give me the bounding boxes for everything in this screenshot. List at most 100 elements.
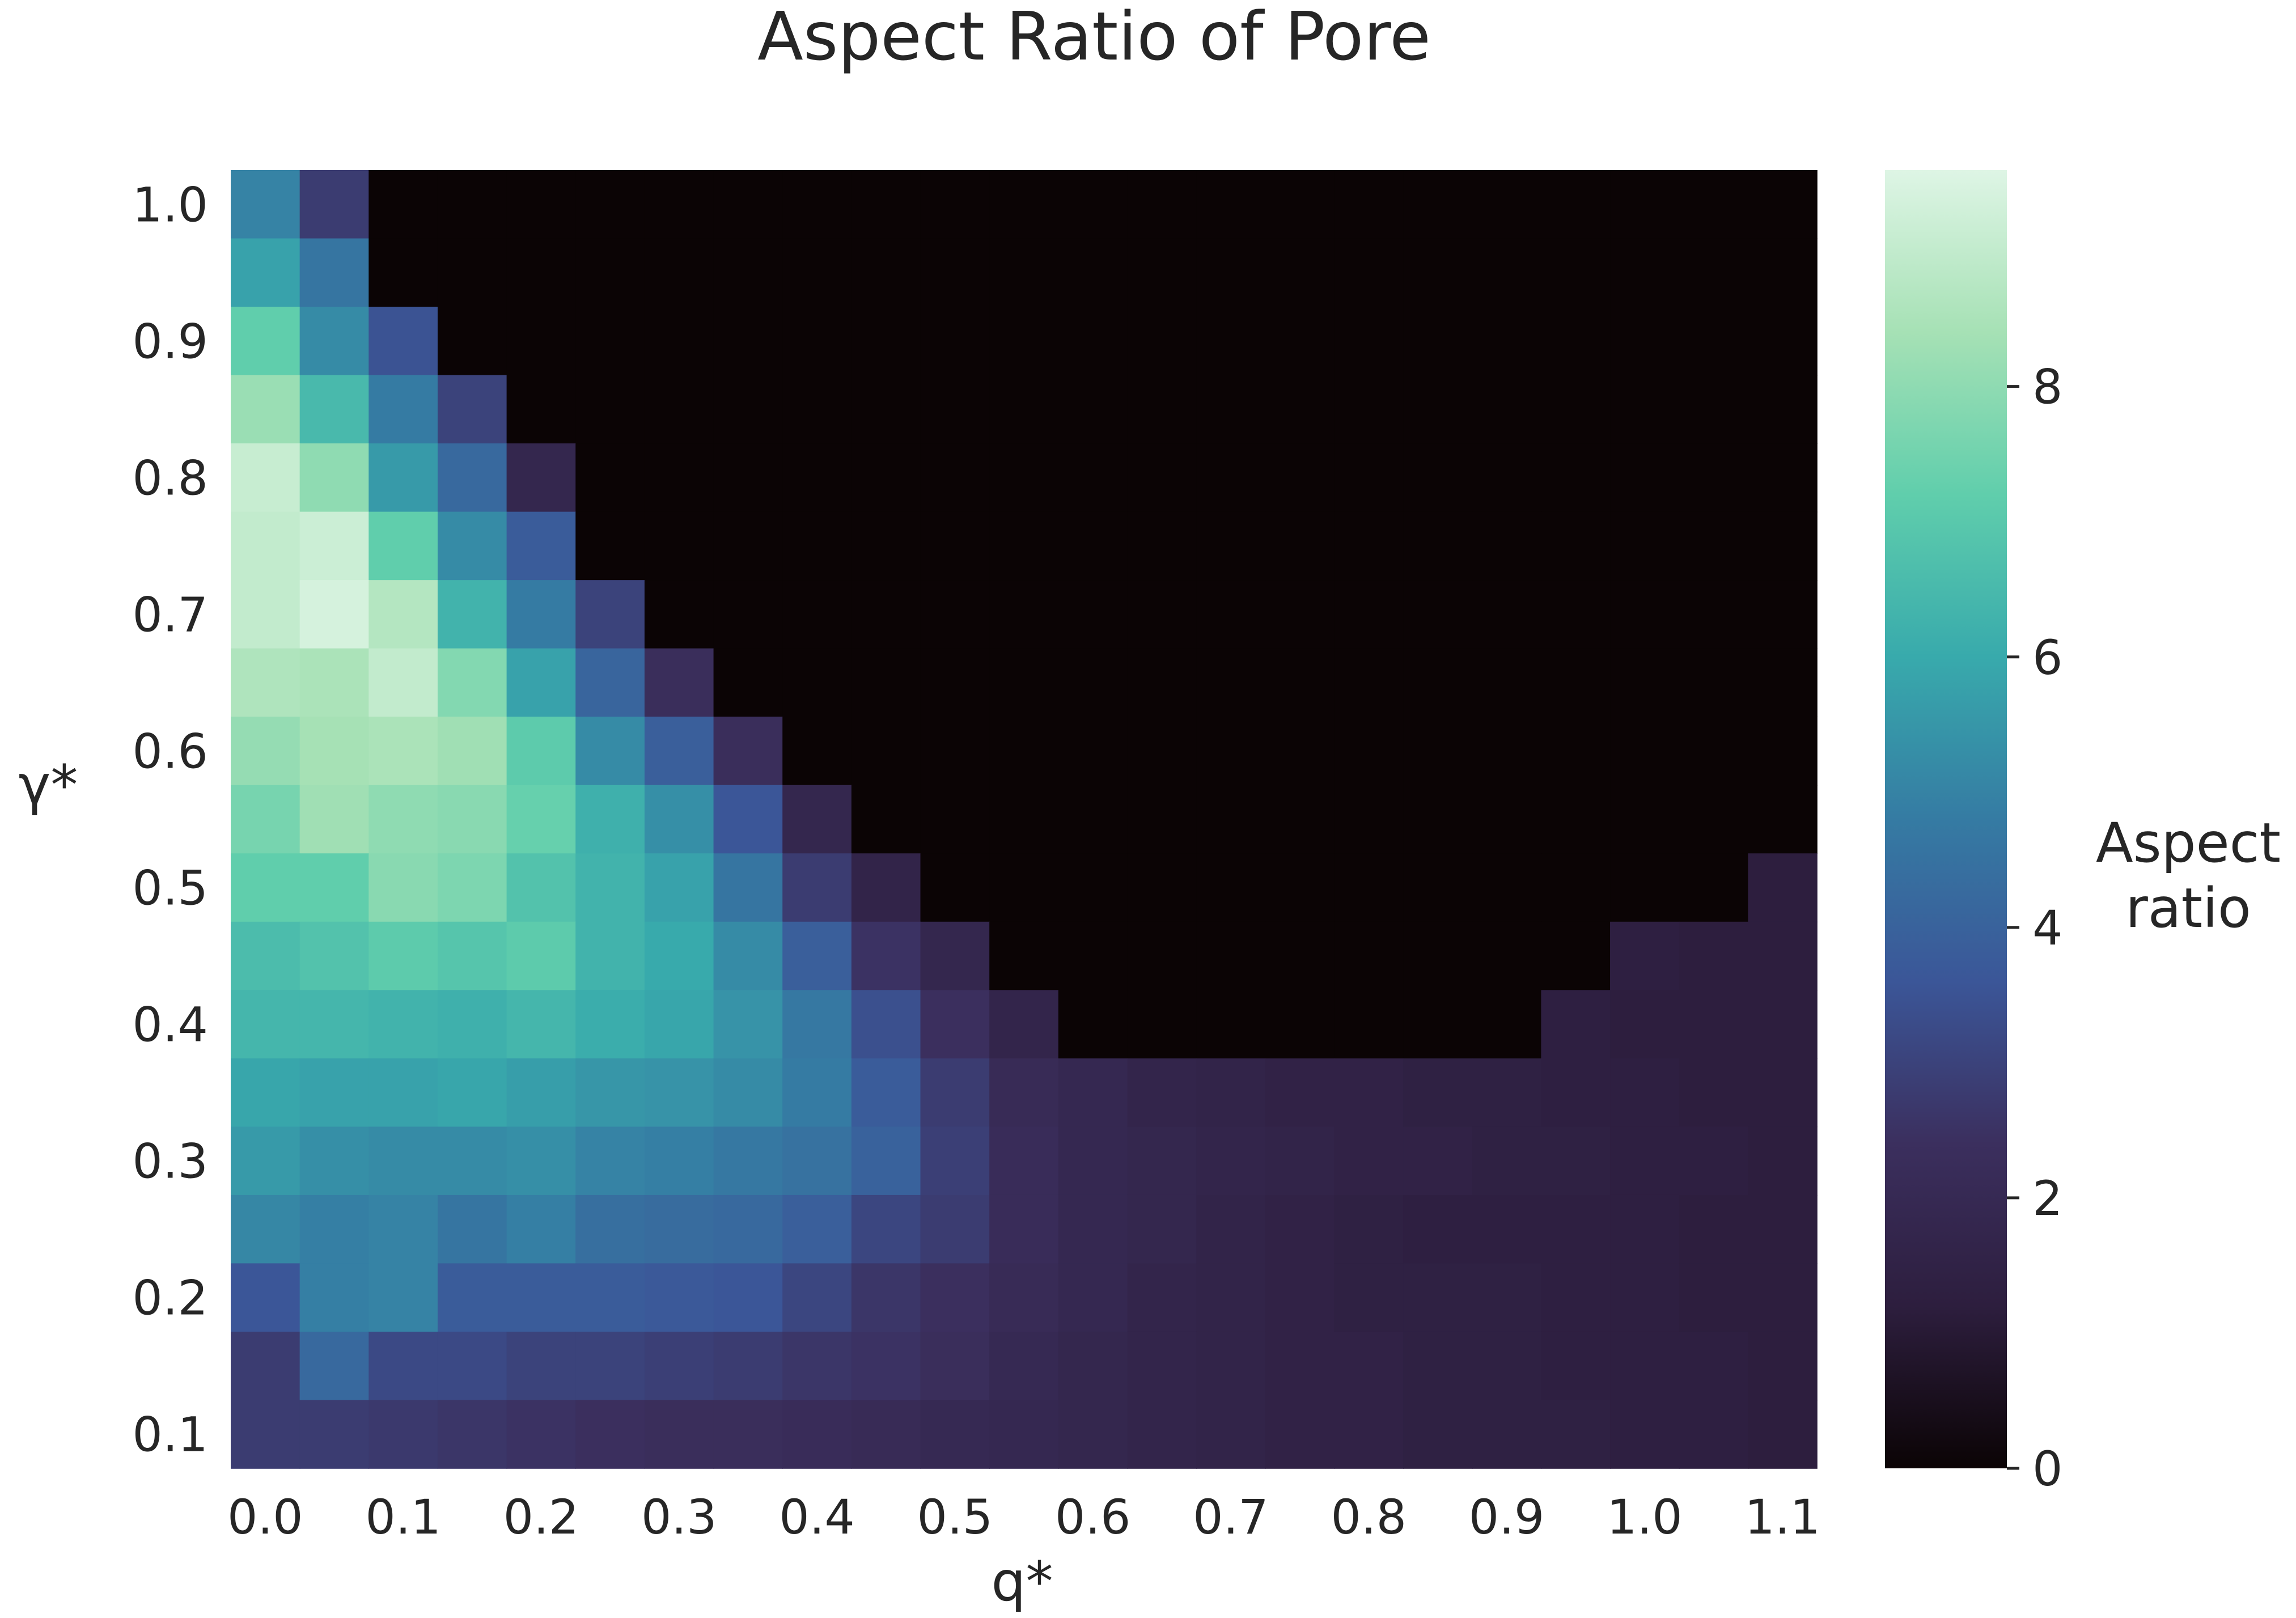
colorbar-tick-label: 2 [2032,1171,2062,1226]
heatmap-cell [231,307,300,376]
heatmap-cell [1403,648,1473,718]
heatmap-cell [1265,717,1335,786]
heatmap-cell [506,375,577,444]
heatmap-cell [1334,1126,1404,1196]
heatmap-cell [782,1400,852,1469]
heatmap-cell [1541,921,1611,991]
heatmap-cell [575,238,645,307]
heatmap-cell [989,853,1059,922]
heatmap-cell [1541,238,1611,307]
heatmap-cell [299,648,370,718]
y-tick-label: 0.3 [132,1134,208,1189]
heatmap-cell [1334,990,1404,1059]
heatmap-cell [1748,511,1818,581]
heatmap-cell [1265,1331,1335,1401]
heatmap-cell [1265,921,1335,991]
heatmap-cell [851,170,921,239]
heatmap-cell [1403,1400,1473,1469]
heatmap-cell [782,853,852,922]
x-tick-label: 0.5 [917,1489,993,1545]
heatmap-cell [437,238,507,307]
heatmap-cell [368,1263,438,1332]
heatmap-cell [368,921,438,991]
colorbar-tick-label: 8 [2032,359,2062,415]
heatmap-cell [299,238,370,307]
heatmap-cell [506,1331,577,1401]
heatmap-cell [1127,443,1197,512]
heatmap-cell [575,921,645,991]
heatmap-cell [437,853,507,922]
heatmap-cell [1196,990,1266,1059]
heatmap-cell [368,307,438,376]
heatmap-cell [920,990,990,1059]
heatmap-cell [1127,785,1197,854]
colorbar [1885,170,2007,1468]
heatmap-cell [782,717,852,786]
heatmap-cell [782,1058,852,1128]
heatmap-cell [1610,717,1680,786]
y-axis-label: γ* [19,753,78,817]
heatmap-cell [1748,1331,1818,1401]
heatmap-cell [1679,990,1749,1059]
heatmap-cell [1403,785,1473,854]
heatmap-cell [1058,1263,1128,1332]
heatmap-cell [1334,238,1404,307]
heatmap-cell [1541,717,1611,786]
heatmap-cell [1127,307,1197,376]
heatmap-cell [506,1400,577,1469]
chart-title: Aspect Ratio of Pore [757,0,1431,75]
heatmap-cell [1058,443,1128,512]
heatmap-cell [851,1263,921,1332]
heatmap-cell [437,1195,507,1264]
heatmap-cell [1058,580,1128,649]
heatmap-cell [1679,1400,1749,1469]
heatmap-cell [1610,307,1680,376]
heatmap-cell [920,648,990,718]
heatmap-cell [713,717,783,786]
heatmap-cell [1541,443,1611,512]
heatmap-cell [1196,921,1266,991]
heatmap-cell [1472,1331,1542,1401]
y-tick-label: 0.6 [132,723,208,779]
heatmap-cell [1265,1400,1335,1469]
heatmap-cell [1196,375,1266,444]
heatmap-cell [1679,238,1749,307]
heatmap-cell [506,1058,577,1128]
heatmap-cell [1748,1400,1818,1469]
heatmap-cell [782,580,852,649]
heatmap-cell [437,170,507,239]
heatmap-cell [851,580,921,649]
heatmap-cell [299,1400,370,1469]
heatmap-cell [368,717,438,786]
heatmap-cell [1472,853,1542,922]
heatmap-cell [1058,1195,1128,1264]
heatmap-cell [920,921,990,991]
heatmap-cell [1127,170,1197,239]
heatmap-cell [920,307,990,376]
heatmap-cell [1334,1263,1404,1332]
heatmap-cell [368,1331,438,1401]
heatmap-cell [437,921,507,991]
heatmap-cell [231,1126,300,1196]
heatmap-cell [920,170,990,239]
heatmap-cell [1610,1263,1680,1332]
heatmap-cell [644,375,714,444]
heatmap-cell [1472,990,1542,1059]
heatmap-cell [644,580,714,649]
heatmap-cell [851,921,921,991]
heatmap-cell [1334,785,1404,854]
heatmap-cell [1748,921,1818,991]
heatmap-cell [1058,785,1128,854]
heatmap-cell [1679,443,1749,512]
heatmap-cell [575,1331,645,1401]
heatmap-cell [920,1331,990,1401]
heatmap-cell [851,1331,921,1401]
heatmap-cell [782,307,852,376]
heatmap-cell [713,511,783,581]
heatmap-cell [506,307,577,376]
heatmap-cell [713,990,783,1059]
heatmap-cell [1541,307,1611,376]
heatmap-cell [1541,170,1611,239]
heatmap-cell [782,1263,852,1332]
